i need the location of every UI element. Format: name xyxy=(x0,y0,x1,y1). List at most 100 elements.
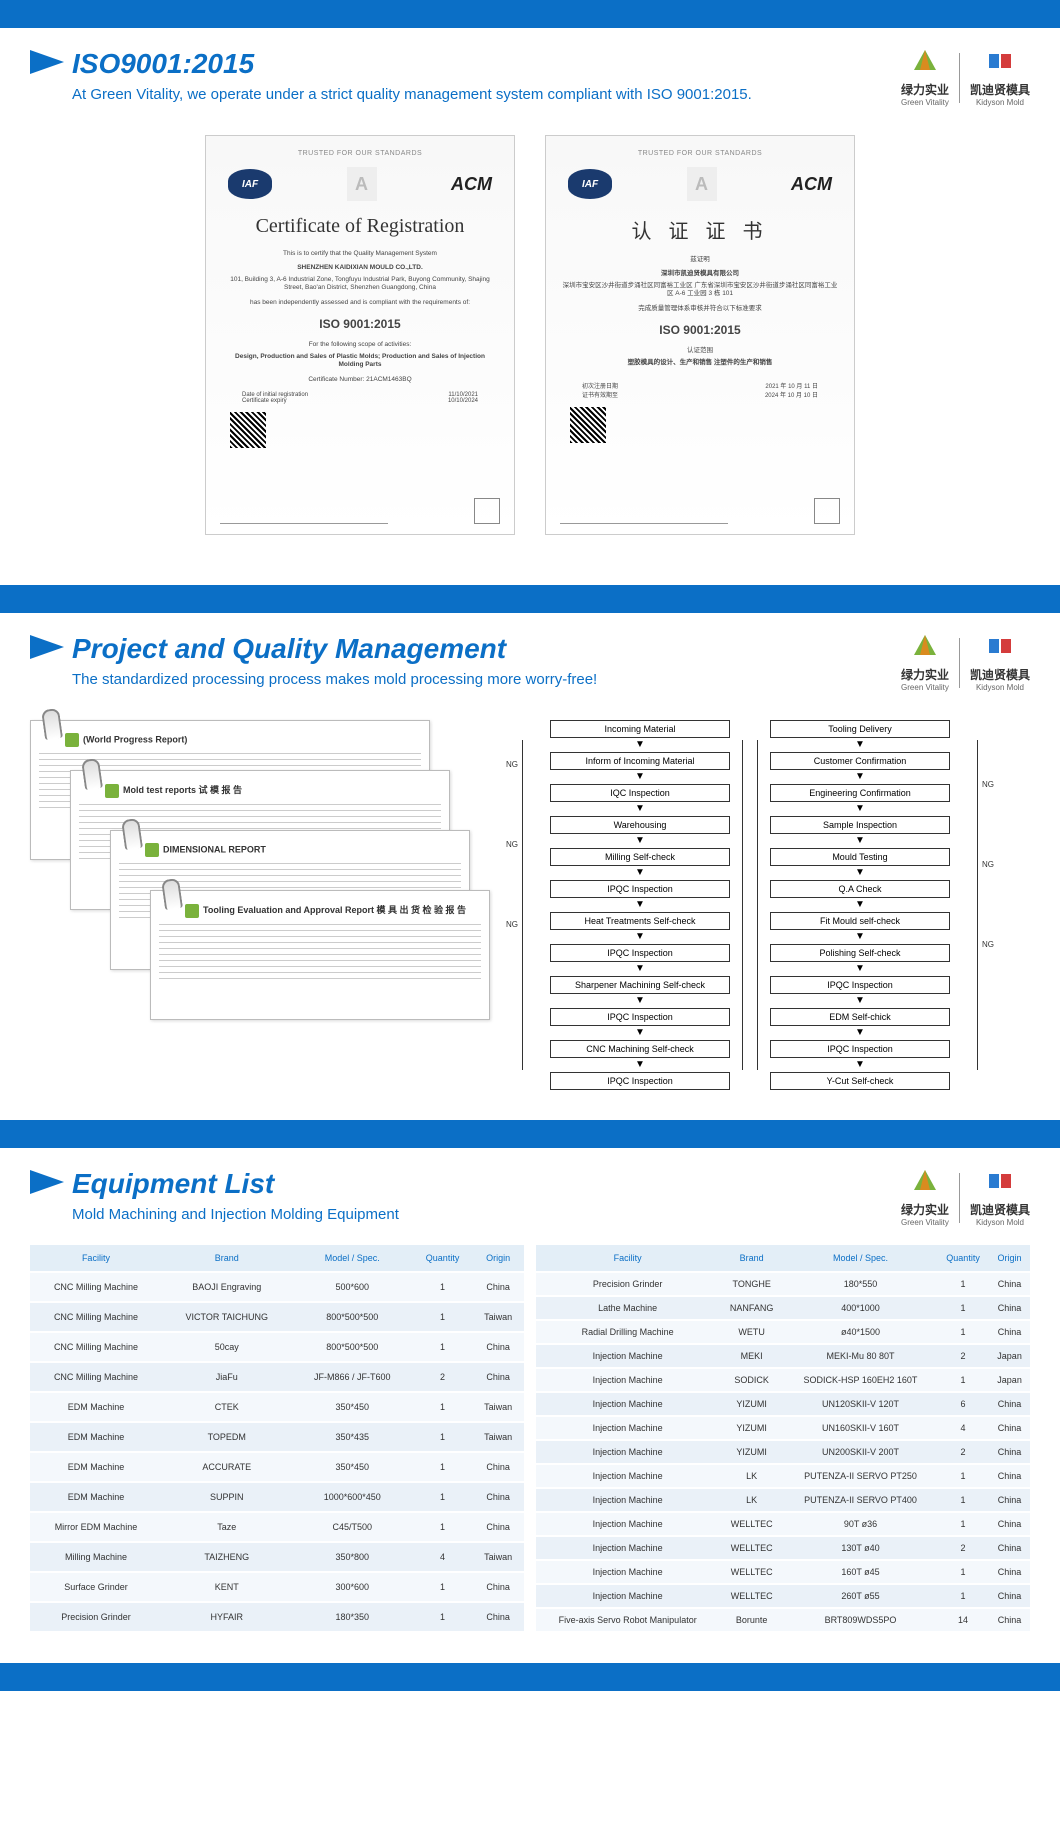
table-cell: 400*1000 xyxy=(784,1296,937,1320)
table-cell: China xyxy=(989,1512,1030,1536)
table-cell: CNC Milling Machine xyxy=(30,1362,162,1392)
table-cell: China xyxy=(472,1572,524,1602)
table-cell: China xyxy=(989,1320,1030,1344)
section-project-quality: Project and Quality Management The stand… xyxy=(0,613,1060,1120)
table-cell: Injection Machine xyxy=(536,1368,719,1392)
table-cell: Injection Machine xyxy=(536,1392,719,1416)
table-cell: UN200SKII-V 200T xyxy=(784,1440,937,1464)
qr-icon xyxy=(230,412,266,448)
table-cell: China xyxy=(472,1272,524,1302)
table-cell: 1 xyxy=(937,1320,989,1344)
table-cell: ø40*1500 xyxy=(784,1320,937,1344)
arrow-down-icon: ▼ xyxy=(635,742,645,748)
table-cell: Taiwan xyxy=(472,1392,524,1422)
chevron-icon xyxy=(30,50,64,74)
arrow-down-icon: ▼ xyxy=(635,806,645,812)
flow-step: Heat Treatments Self-check xyxy=(550,912,730,930)
divider-bar xyxy=(0,1120,1060,1148)
equipment-table-right: FacilityBrandModel / Spec.QuantityOrigin… xyxy=(536,1245,1030,1633)
flow-step: IQC Inspection xyxy=(550,784,730,802)
table-cell: CTEK xyxy=(162,1392,292,1422)
table-cell: 2 xyxy=(413,1362,473,1392)
arrow-down-icon: ▼ xyxy=(855,902,865,908)
logo-en-right: Kidyson Mold xyxy=(970,98,1030,107)
flow-step: IPQC Inspection xyxy=(770,976,950,994)
table-cell: Injection Machine xyxy=(536,1536,719,1560)
table-row: Precision GrinderHYFAIR180*3501China xyxy=(30,1602,524,1632)
table-row: Mirror EDM MachineTazeC45/T5001China xyxy=(30,1512,524,1542)
section-equipment: Equipment List Mold Machining and Inject… xyxy=(0,1148,1060,1663)
table-cell: BRT809WDS5PO xyxy=(784,1608,937,1632)
table-cell: 350*435 xyxy=(292,1422,413,1452)
table-cell: 1 xyxy=(413,1332,473,1362)
section-iso: ISO9001:2015 At Green Vitality, we opera… xyxy=(0,28,1060,585)
section-subtitle: Mold Machining and Injection Molding Equ… xyxy=(72,1204,901,1225)
table-cell: Five-axis Servo Robot Manipulator xyxy=(536,1608,719,1632)
table-cell: UN120SKII-V 120T xyxy=(784,1392,937,1416)
process-flowcharts: NG NG NG Incoming Material▼Inform of Inc… xyxy=(470,720,1030,1090)
table-cell: China xyxy=(989,1488,1030,1512)
table-cell: Injection Machine xyxy=(536,1512,719,1536)
table-cell: Mirror EDM Machine xyxy=(30,1512,162,1542)
report-sheet: Tooling Evaluation and Approval Report 模… xyxy=(150,890,490,1020)
arrow-down-icon: ▼ xyxy=(855,838,865,844)
table-cell: 180*550 xyxy=(784,1272,937,1296)
flow-step: IPQC Inspection xyxy=(770,1040,950,1058)
table-cell: Injection Machine xyxy=(536,1344,719,1368)
table-cell: SUPPIN xyxy=(162,1482,292,1512)
table-cell: ACCURATE xyxy=(162,1452,292,1482)
table-cell: HYFAIR xyxy=(162,1602,292,1632)
flow-step: Q.A Check xyxy=(770,880,950,898)
table-cell: 2 xyxy=(937,1440,989,1464)
table-cell: China xyxy=(472,1362,524,1392)
table-cell: 350*800 xyxy=(292,1542,413,1572)
table-row: Five-axis Servo Robot ManipulatorBorunte… xyxy=(536,1608,1030,1632)
table-cell: Taiwan xyxy=(472,1422,524,1452)
table-cell: China xyxy=(989,1560,1030,1584)
flow-step: Tooling Delivery xyxy=(770,720,950,738)
table-cell: 1 xyxy=(937,1272,989,1296)
table-cell: 1 xyxy=(413,1572,473,1602)
table-cell: 350*450 xyxy=(292,1452,413,1482)
table-cell: 1 xyxy=(937,1512,989,1536)
arrow-down-icon: ▼ xyxy=(635,934,645,940)
table-cell: China xyxy=(989,1272,1030,1296)
table-cell: YIZUMI xyxy=(719,1392,784,1416)
table-header: Brand xyxy=(719,1245,784,1272)
table-cell: WELLTEC xyxy=(719,1560,784,1584)
table-cell: China xyxy=(472,1482,524,1512)
flow-step: Customer Confirmation xyxy=(770,752,950,770)
table-cell: 2 xyxy=(937,1344,989,1368)
table-cell: 800*500*500 xyxy=(292,1332,413,1362)
table-cell: Injection Machine xyxy=(536,1488,719,1512)
table-row: Injection MachineWELLTEC90T ø361China xyxy=(536,1512,1030,1536)
table-row: EDM MachineSUPPIN1000*600*4501China xyxy=(30,1482,524,1512)
logo-en-left: Green Vitality xyxy=(901,98,949,107)
section-title: ISO9001:2015 xyxy=(72,48,254,80)
table-cell: CNC Milling Machine xyxy=(30,1332,162,1362)
table-cell: JF-M866 / JF-T600 xyxy=(292,1362,413,1392)
arrow-down-icon: ▼ xyxy=(635,1062,645,1068)
table-header: Facility xyxy=(536,1245,719,1272)
table-header: Model / Spec. xyxy=(784,1245,937,1272)
table-cell: VICTOR TAICHUNG xyxy=(162,1302,292,1332)
arrow-down-icon: ▼ xyxy=(855,934,865,940)
logo-cn-left: 绿力实业 xyxy=(901,81,949,98)
certificate-en: TRUSTED FOR OUR STANDARDS IAF A ACM Cert… xyxy=(205,135,515,535)
flow-step: Y-Cut Self-check xyxy=(770,1072,950,1090)
table-cell: Surface Grinder xyxy=(30,1572,162,1602)
table-cell: 1000*600*450 xyxy=(292,1482,413,1512)
green-vitality-icon xyxy=(910,48,940,74)
table-cell: 1 xyxy=(413,1422,473,1452)
table-row: EDM MachineACCURATE350*4501China xyxy=(30,1452,524,1482)
table-row: Milling MachineTAIZHENG350*8004Taiwan xyxy=(30,1542,524,1572)
kidyson-icon xyxy=(985,1168,1015,1194)
arrow-down-icon: ▼ xyxy=(635,838,645,844)
table-cell: 1 xyxy=(937,1560,989,1584)
flow-step: CNC Machining Self-check xyxy=(550,1040,730,1058)
seal-icon xyxy=(474,498,500,524)
flow-step: Warehousing xyxy=(550,816,730,834)
table-cell: PUTENZA-II SERVO PT400 xyxy=(784,1488,937,1512)
equipment-table-left: FacilityBrandModel / Spec.QuantityOrigin… xyxy=(30,1245,524,1633)
flow-step: Sharpener Machining Self-check xyxy=(550,976,730,994)
